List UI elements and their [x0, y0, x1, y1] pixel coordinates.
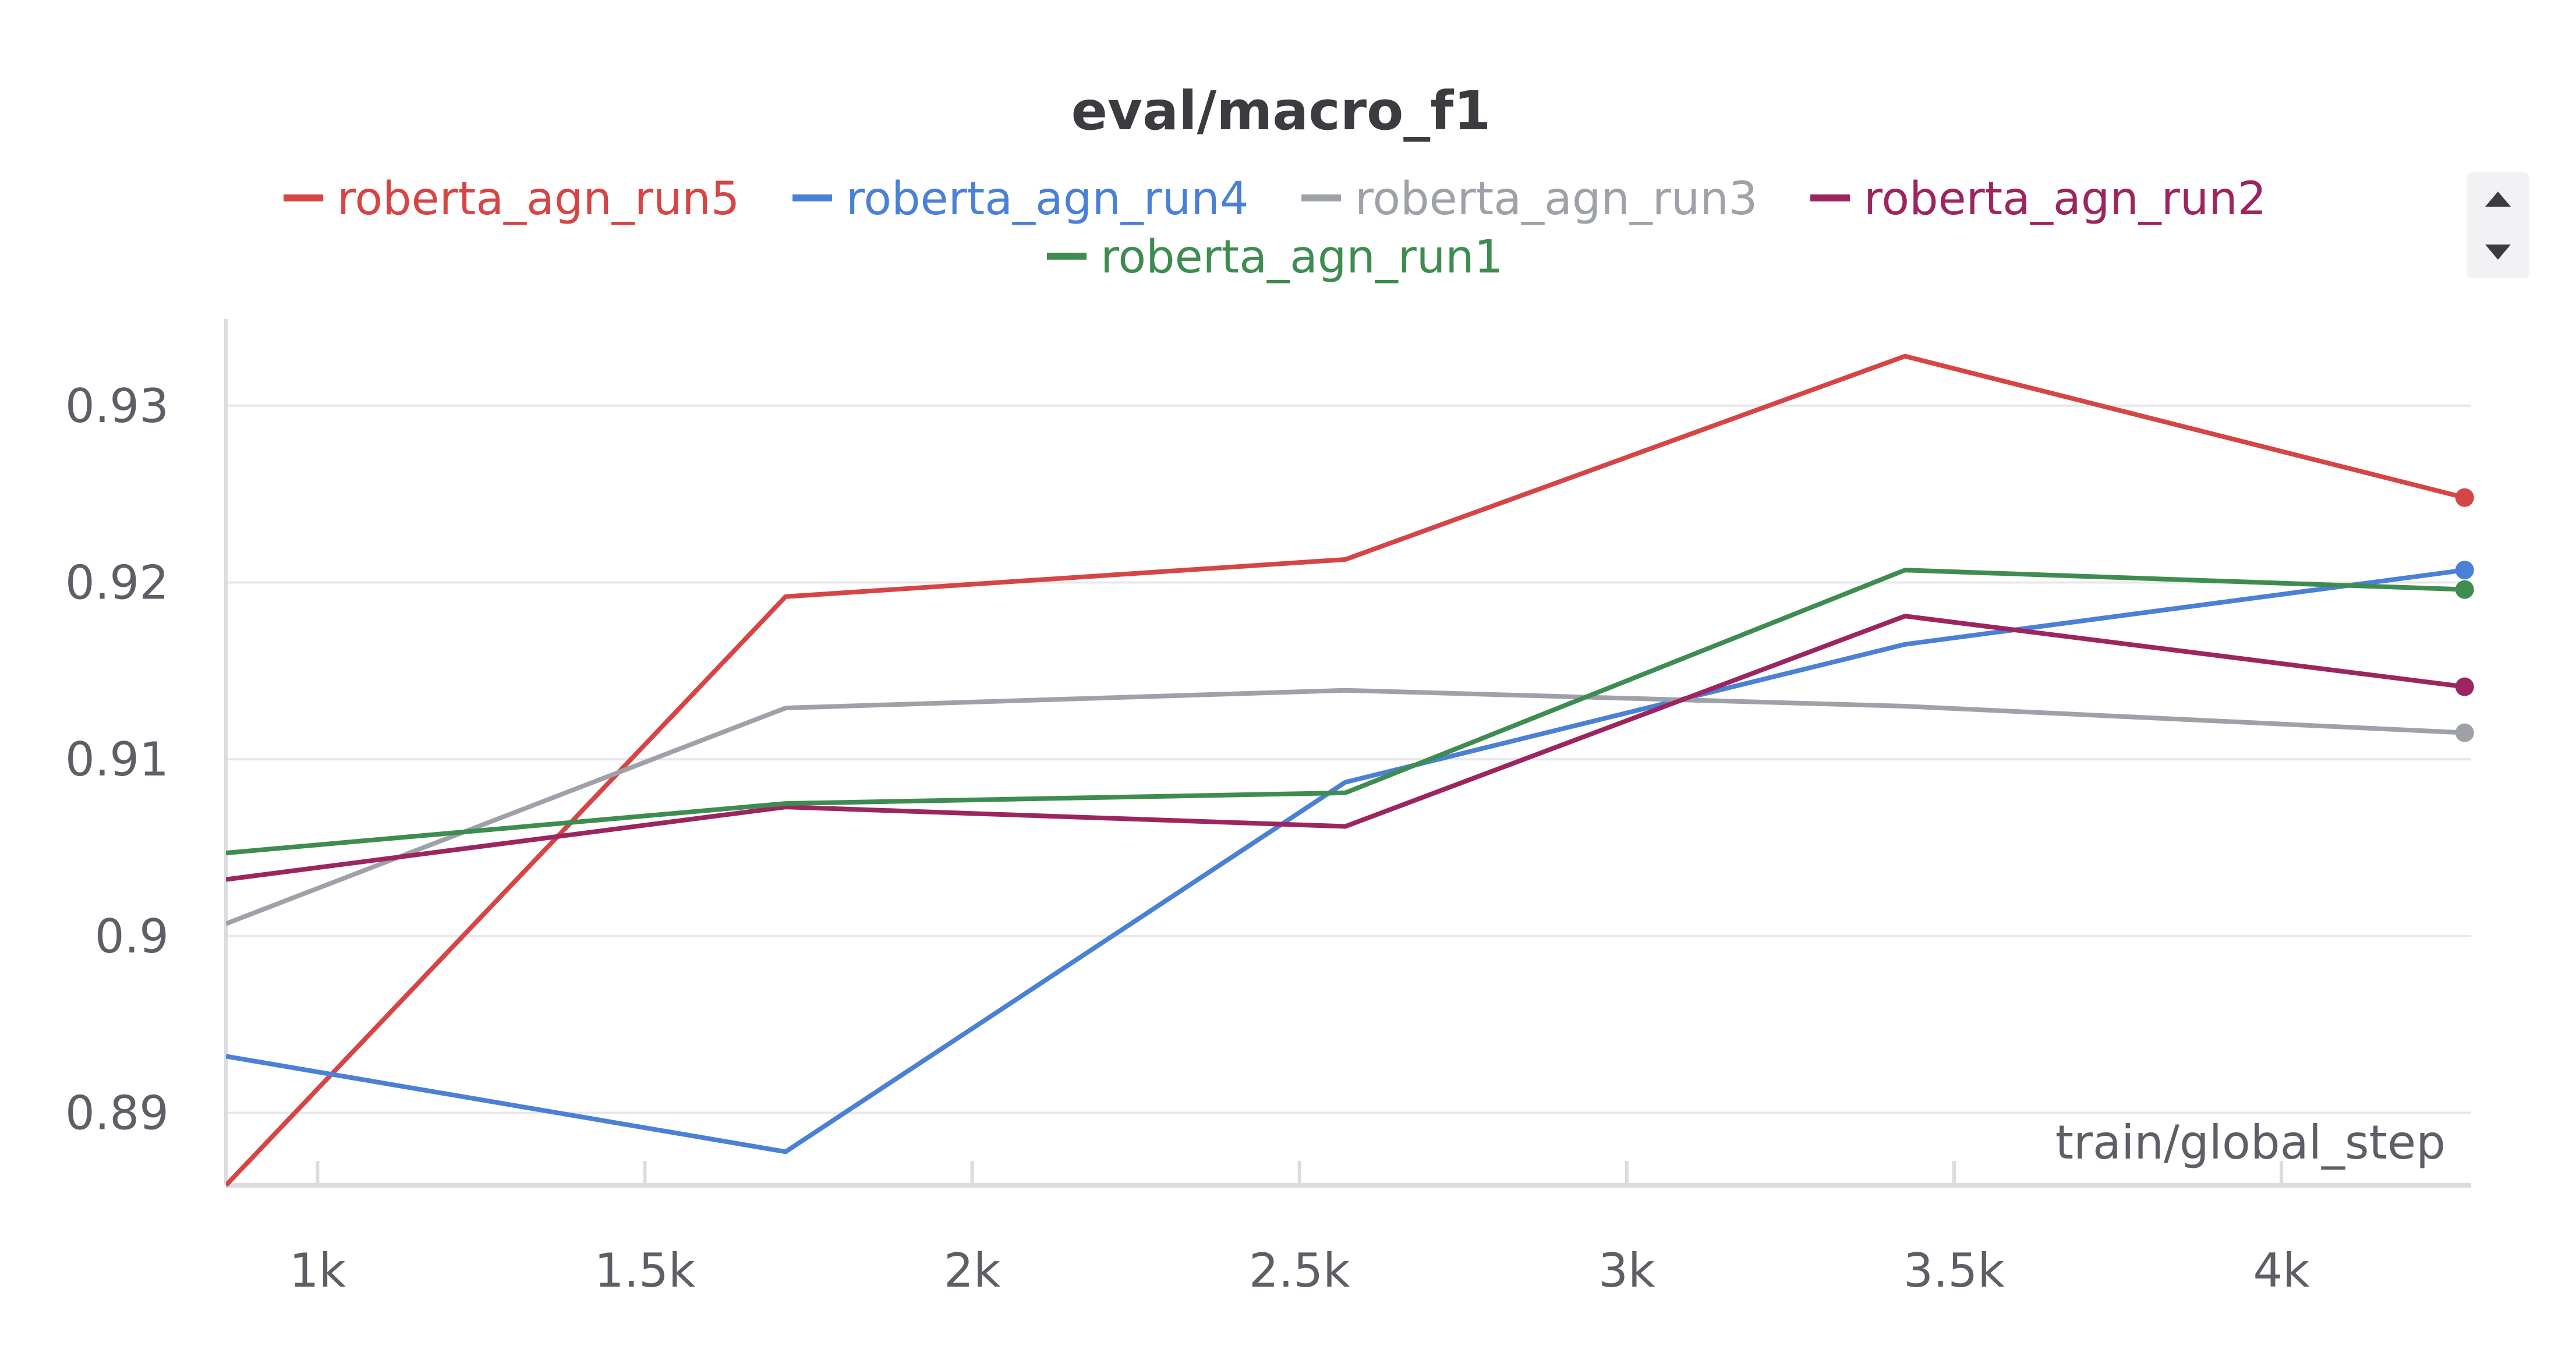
legend-scroll-up-button[interactable]: [2467, 172, 2529, 225]
legend-label: roberta_agn_run1: [1101, 231, 1503, 284]
legend-label: roberta_agn_run5: [337, 173, 739, 225]
series-endpoint-roberta_agn_run2: [2455, 677, 2474, 696]
series-line-roberta_agn_run5: [226, 353, 2465, 1187]
x-tick-label: 3.5k: [1903, 1244, 2005, 1298]
legend-item-roberta_agn_run4[interactable]: roberta_agn_run4: [792, 173, 1248, 225]
gridlines: [226, 404, 2471, 1114]
series-line-roberta_agn_run4: [226, 568, 2465, 1154]
series-endpoint-roberta_agn_run3: [2455, 723, 2474, 742]
x-tick-label: 1k: [289, 1244, 346, 1298]
x-tick-label: 3k: [1598, 1244, 1655, 1298]
x-axis-ticks: 1k 1.5k 2k 2.5k 3k 3.5k 4k: [289, 1161, 2310, 1298]
legend-label: roberta_agn_run2: [1864, 173, 2266, 225]
chart-title: eval/macro_f1: [1071, 80, 1491, 142]
series-line-roberta_agn_run1: [226, 568, 2465, 856]
legend-label: roberta_agn_run4: [846, 173, 1248, 225]
y-axis-ticks: 0.89 0.9 0.91 0.92 0.93: [65, 379, 169, 1141]
caret-down-icon: [2485, 244, 2511, 260]
x-tick-label: 2.5k: [1249, 1244, 1350, 1298]
x-axis-title: train/global_step: [2055, 1115, 2446, 1170]
x-tick-label: 2k: [944, 1244, 1001, 1298]
series-line-roberta_agn_run2: [226, 614, 2465, 882]
legend: roberta_agn_run5 roberta_agn_run4 roberta_…: [284, 173, 2266, 284]
series-line-roberta_agn_run3: [226, 688, 2465, 926]
x-tick-label: 4k: [2253, 1244, 2310, 1298]
legend-item-roberta_agn_run1[interactable]: roberta_agn_run1: [1047, 231, 1503, 284]
legend-item-roberta_agn_run3[interactable]: roberta_agn_run3: [1301, 173, 1757, 225]
legend-scroll: [2467, 172, 2529, 278]
y-tick-label: 0.9: [95, 909, 169, 964]
y-tick-label: 0.93: [65, 379, 169, 433]
legend-item-roberta_agn_run5[interactable]: roberta_agn_run5: [284, 173, 739, 225]
y-tick-label: 0.91: [65, 732, 169, 787]
series-endpoint-roberta_agn_run1: [2455, 580, 2474, 599]
series-endpoint-roberta_agn_run5: [2455, 488, 2474, 507]
series-group: [226, 353, 2474, 1187]
legend-label: roberta_agn_run3: [1355, 173, 1757, 225]
caret-up-icon: [2485, 191, 2511, 207]
legend-item-roberta_agn_run2[interactable]: roberta_agn_run2: [1810, 173, 2266, 225]
y-tick-label: 0.89: [65, 1086, 169, 1140]
y-tick-label: 0.92: [65, 555, 169, 610]
x-tick-label: 1.5k: [595, 1244, 696, 1298]
series-endpoint-roberta_agn_run4: [2455, 561, 2474, 580]
legend-scroll-down-button[interactable]: [2467, 225, 2529, 278]
axes: [224, 319, 2471, 1188]
